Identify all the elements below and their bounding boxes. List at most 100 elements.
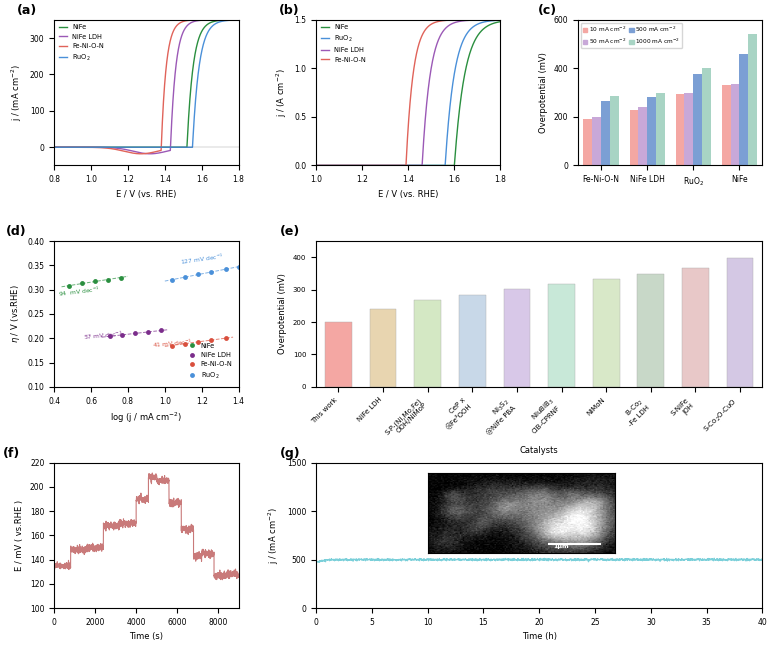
Bar [748, 34, 757, 165]
Legend: NiFe, NiFe LDH, Fe-Ni-O-N, RuO$_2$: NiFe, NiFe LDH, Fe-Ni-O-N, RuO$_2$ [187, 340, 235, 383]
Y-axis label: Overpotential (mV): Overpotential (mV) [539, 52, 548, 133]
RuO$_2$ [68, 143, 77, 151]
Line: NiFe: NiFe [316, 22, 501, 165]
Bar [684, 93, 694, 165]
Bar [325, 322, 351, 387]
Text: 94  mV dec$^{-1}$: 94 mV dec$^{-1}$ [58, 285, 101, 299]
Fe-Ni-O-N [392, 161, 402, 169]
NiFe LDH [131, 329, 140, 337]
Fe-Ni-O-N [176, 19, 186, 26]
Text: (d): (d) [6, 225, 27, 239]
Fe-Ni-O-N [207, 336, 216, 344]
Bar [593, 280, 619, 387]
Fe-Ni-O-N [197, 16, 206, 24]
RuO$_2$ [194, 270, 203, 278]
RuO$_2$ [180, 273, 190, 281]
NiFe LDH [386, 161, 396, 169]
NiFe [234, 16, 243, 24]
Line: NiFe: NiFe [54, 20, 238, 147]
Bar [694, 75, 702, 165]
Bar [610, 97, 618, 165]
Line: Fe-Ni-O-N: Fe-Ni-O-N [170, 336, 228, 348]
X-axis label: Catalysts: Catalysts [520, 446, 559, 455]
NiFe LDH [156, 327, 166, 334]
NiFe LDH [438, 28, 447, 36]
RuO$_2$ [392, 161, 402, 169]
Fe-Ni-O-N [458, 16, 467, 24]
Bar [601, 101, 610, 165]
RuO$_2$ [386, 161, 396, 169]
NiFe LDH [330, 161, 340, 169]
X-axis label: Time (s): Time (s) [129, 633, 163, 641]
NiFe [90, 278, 99, 286]
RuO$_2$ [234, 16, 243, 24]
NiFe LDH [311, 161, 320, 169]
Bar [727, 258, 753, 387]
Bar [731, 84, 739, 165]
RuO$_2$ [50, 143, 59, 151]
Bar [592, 117, 601, 165]
Line: RuO$_2$: RuO$_2$ [316, 20, 501, 165]
Line: NiFe: NiFe [67, 275, 123, 288]
Text: (c): (c) [537, 4, 557, 17]
RuO$_2$ [168, 276, 177, 284]
RuO$_2$ [234, 263, 243, 271]
Fe-Ni-O-N [221, 334, 231, 342]
NiFe [131, 143, 140, 151]
Text: (a): (a) [17, 4, 38, 17]
NiFe LDH [176, 34, 186, 42]
NiFe [176, 143, 186, 151]
Bar [548, 284, 575, 387]
RuO$_2$ [455, 46, 464, 54]
NiFe LDH [458, 17, 467, 24]
Line: Fe-Ni-O-N: Fe-Ni-O-N [316, 20, 501, 165]
Text: (g): (g) [280, 447, 301, 459]
Fe-Ni-O-N [180, 340, 190, 348]
NiFe [455, 102, 464, 110]
NiFe [197, 28, 206, 36]
NiFe [77, 280, 87, 288]
Bar [676, 94, 684, 165]
X-axis label: E / V (vs. RHE): E / V (vs. RHE) [378, 190, 439, 199]
Bar [639, 107, 647, 165]
Fe-Ni-O-N [194, 16, 203, 24]
NiFe LDH [131, 148, 140, 156]
NiFe LDH [124, 146, 133, 154]
Fe-Ni-O-N [496, 16, 505, 24]
NiFe [124, 143, 133, 151]
Bar [647, 97, 656, 165]
RuO$_2$ [194, 71, 203, 79]
NiFe [438, 161, 447, 169]
NiFe LDH [104, 332, 114, 340]
NiFe [68, 143, 77, 151]
NiFe [64, 282, 74, 290]
Y-axis label: j / (A cm$^{-2}$): j / (A cm$^{-2}$) [274, 68, 289, 117]
RuO$_2$ [124, 143, 133, 151]
RuO$_2$ [207, 268, 216, 276]
Y-axis label: E / mV ( vs.RHE ): E / mV ( vs.RHE ) [15, 500, 25, 571]
NiFe [116, 274, 125, 282]
NiFe [496, 18, 505, 26]
NiFe [392, 161, 402, 169]
Fe-Ni-O-N [311, 161, 320, 169]
Fe-Ni-O-N [438, 17, 447, 24]
Fe-Ni-O-N [131, 149, 140, 157]
RuO$_2$ [221, 265, 231, 273]
Bar [629, 110, 639, 165]
Bar [702, 68, 711, 165]
RuO$_2$ [330, 161, 340, 169]
RuO$_2$ [131, 143, 140, 151]
NiFe LDH [146, 150, 155, 158]
Fe-Ni-O-N [50, 143, 59, 151]
Line: NiFe LDH: NiFe LDH [107, 328, 163, 338]
NiFe [311, 161, 320, 169]
NiFe LDH [50, 143, 59, 151]
Y-axis label: $\eta$ / V (vs.RHE): $\eta$ / V (vs.RHE) [9, 285, 22, 343]
Bar [370, 309, 396, 387]
NiFe LDH [194, 17, 203, 24]
NiFe LDH [392, 161, 402, 169]
Text: 57 mV dec$^{-1}$: 57 mV dec$^{-1}$ [84, 330, 124, 342]
RuO$_2$ [311, 161, 320, 169]
Bar [414, 300, 441, 387]
Line: RuO$_2$: RuO$_2$ [170, 264, 241, 282]
